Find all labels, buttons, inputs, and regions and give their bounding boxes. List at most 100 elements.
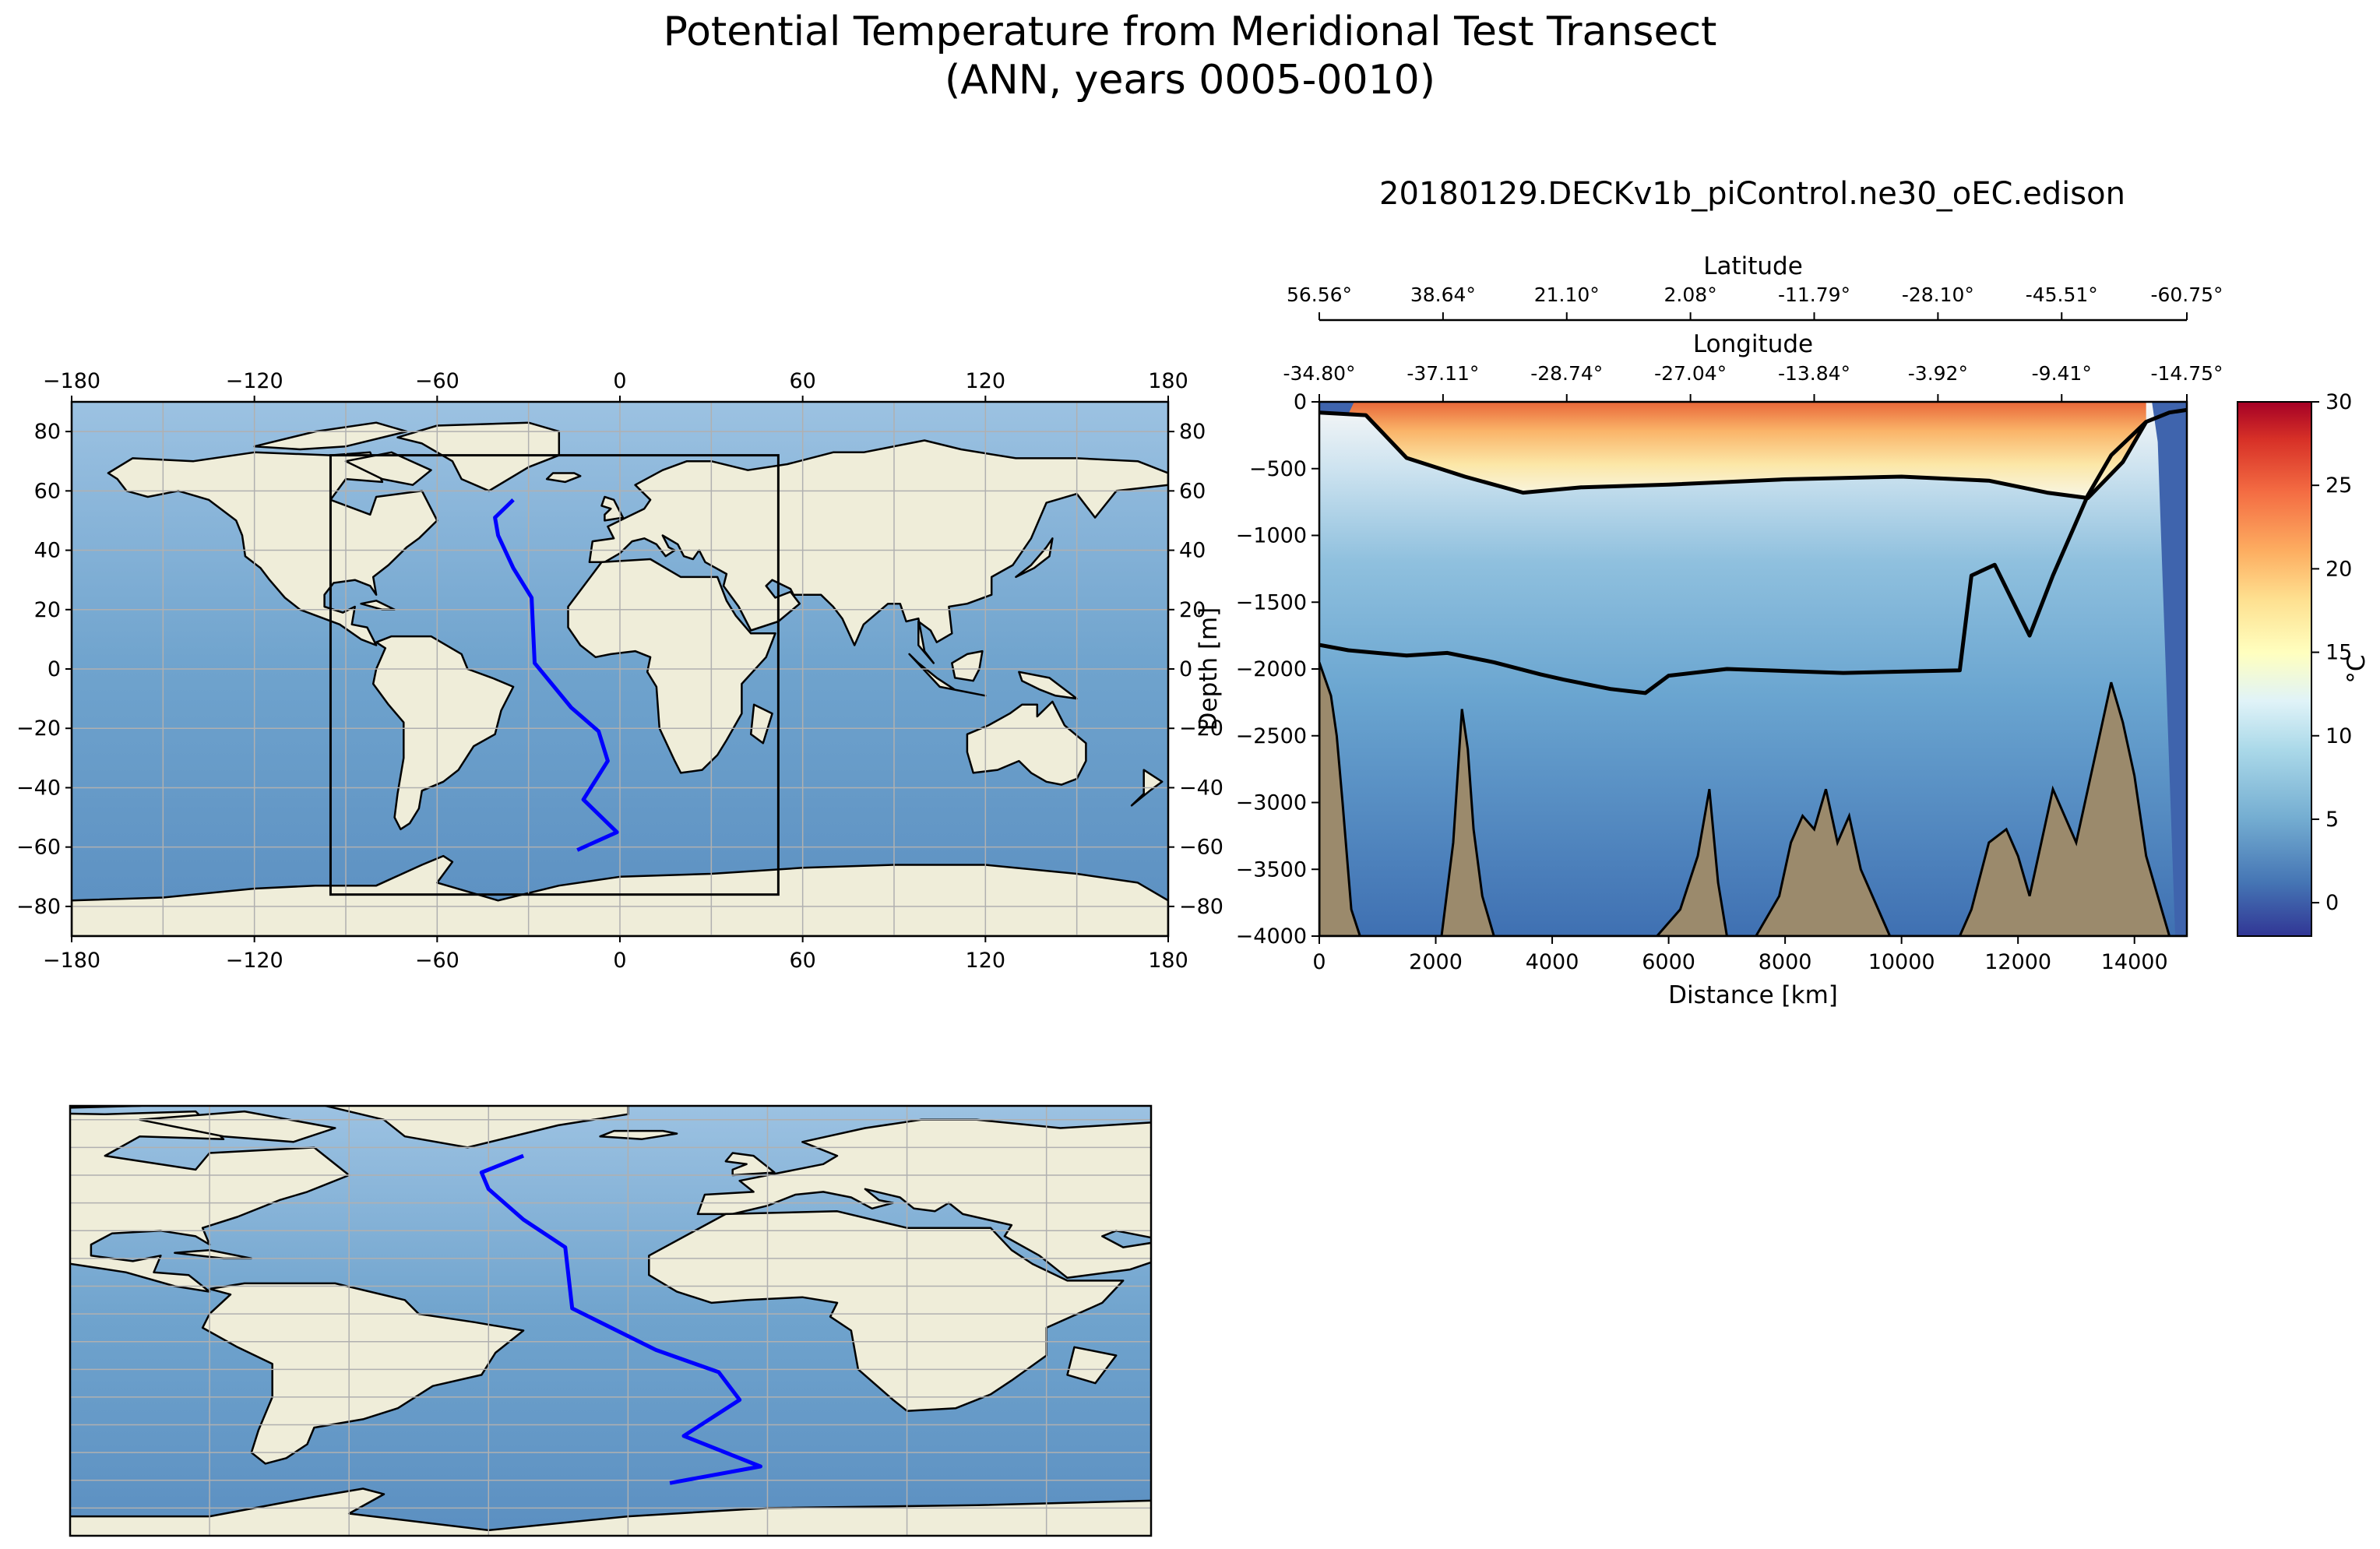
- land-japan: [1015, 537, 1054, 579]
- figure-title: Potential Temperature from Meridional Te…: [0, 8, 2380, 104]
- land-iceland: [599, 1129, 678, 1140]
- land-uk: [724, 1152, 776, 1177]
- colorbar-tick-label: 10: [2325, 724, 2352, 748]
- land-indonesia: [908, 653, 987, 697]
- global-map: −180 −180 −120 −120 −60 −60 0 0 60 60 120 120 180 180…: [16, 369, 1223, 973]
- map-lat-tick-left: −40: [16, 776, 61, 800]
- figure-title-line2: (ANN, years 0005-0010): [944, 57, 1436, 104]
- map-lat-tick-left: 80: [34, 420, 61, 444]
- contour-5: [1319, 407, 2187, 695]
- colorbar-tick-label: 30: [2325, 390, 2352, 414]
- section-x-tick-label: 8000: [1759, 950, 1812, 974]
- section-ylabel: Depth [m]: [1195, 607, 1223, 731]
- map-lon-tick-top: −120: [226, 369, 283, 393]
- land-greenland: [322, 1106, 629, 1149]
- section-warm-layer: [1319, 402, 2146, 498]
- transect-section-plot: 20180129.DECKv1b_piControl.ne30_oEC.edis…: [1195, 176, 2371, 1009]
- section-cold-surface-left: [1319, 402, 1354, 414]
- colorbar-tick-label: 5: [2325, 808, 2339, 832]
- latitude-tick-label: -11.79°: [1778, 283, 1850, 306]
- colorbar-tick-label: 15: [2325, 641, 2352, 665]
- land-baffin: [344, 451, 432, 486]
- section-y-tick-label: −4000: [1236, 924, 1307, 949]
- map-lon-tick-bottom: −60: [415, 949, 459, 973]
- longitude-tick-label: -13.84°: [1778, 362, 1850, 385]
- colorbar-label: °C: [2343, 654, 2371, 683]
- map-lat-tick-right: 80: [1179, 420, 1206, 444]
- map-lon-tick-bottom: −120: [226, 949, 283, 973]
- section-y-tick-label: −1000: [1236, 524, 1307, 548]
- section-x-tick-label: 14000: [2101, 950, 2168, 974]
- section-x-tick-label: 0: [1312, 950, 1326, 974]
- map1-transect-line: [493, 498, 619, 852]
- map2-frame: [69, 1104, 1153, 1537]
- longitude-tick-label: -27.04°: [1654, 362, 1727, 385]
- land-australia: [1562, 1344, 1834, 1422]
- section-xlabel: Distance [km]: [1668, 981, 1838, 1009]
- section-x-tick-label: 12000: [1984, 950, 2051, 974]
- map-lat-tick-left: 60: [34, 479, 61, 503]
- latitude-tick-label: -28.10°: [1902, 283, 1974, 306]
- section-x-tick-label: 10000: [1868, 950, 1935, 974]
- land-australia: [966, 700, 1087, 786]
- map2-transect-line: [479, 1153, 762, 1485]
- map-lat-tick-right: −40: [1179, 776, 1223, 800]
- map-lat-tick-right: −20: [1179, 716, 1223, 741]
- map-lon-tick-top: 180: [1148, 369, 1188, 393]
- section-x-tick-label: 2000: [1409, 950, 1463, 974]
- map-lat-tick-right: −60: [1179, 836, 1223, 860]
- latitude-tick-label: 21.10°: [1534, 283, 1600, 306]
- map-lon-tick-bottom: 180: [1148, 949, 1188, 973]
- latitude-tick-label: 56.56°: [1287, 283, 1352, 306]
- map-lat-tick-left: −20: [16, 716, 61, 741]
- regional-map: [69, 1104, 2009, 1537]
- latitude-tick-label: -45.51°: [2026, 283, 2098, 306]
- map2-gridlines: [70, 1106, 1151, 1536]
- map-lat-tick-right: 40: [1179, 539, 1206, 563]
- map-lon-tick-top: 120: [966, 369, 1006, 393]
- colorbar-tick-label: 20: [2325, 557, 2352, 581]
- map-lon-tick-bottom: −180: [43, 949, 100, 973]
- section-y-tick-label: 0: [1294, 390, 1307, 414]
- land-uk: [600, 495, 625, 522]
- longitude-tick-label: -28.74°: [1530, 362, 1603, 385]
- section-title: 20180129.DECKv1b_piControl.ne30_oEC.edis…: [1379, 176, 2125, 212]
- land-new-guinea: [1681, 1317, 1814, 1342]
- longitude-tick-label: -9.41°: [2032, 362, 2092, 385]
- longitude-tick-label: -3.92°: [1908, 362, 1968, 385]
- map-lon-tick-top: 0: [613, 369, 626, 393]
- latitude-tick-label: -60.75°: [2150, 283, 2223, 306]
- section-y-tick-label: −3500: [1236, 857, 1307, 882]
- section-y-tick-label: −500: [1249, 457, 1307, 481]
- map-lon-tick-top: −60: [415, 369, 459, 393]
- map-lon-tick-bottom: 0: [613, 949, 626, 973]
- map-lat-tick-left: −60: [16, 836, 61, 860]
- map-lat-tick-left: 40: [34, 539, 61, 563]
- latitude-tick-label: 2.08°: [1664, 283, 1717, 306]
- section-x-tick-label: 4000: [1526, 950, 1579, 974]
- map-lat-tick-right: −80: [1179, 895, 1223, 919]
- land-antarctica: [70, 1487, 1151, 1536]
- map1-tick-labels: −180 −180 −120 −120 −60 −60 0 0 60 60 120 120 180 180…: [16, 369, 1223, 973]
- longitude-tick-label: -37.11°: [1407, 362, 1479, 385]
- map-lat-tick-left: 20: [34, 598, 61, 622]
- land-madagascar: [749, 703, 773, 745]
- longitude-axis-label: Longitude: [1693, 330, 1813, 358]
- section-y-tick-label: −2000: [1236, 657, 1307, 681]
- map-lon-tick-top: 60: [789, 369, 815, 393]
- section-x-tick-label: 6000: [1642, 950, 1695, 974]
- colorbar-ticks: 0 5 10 15 20 25 30: [2311, 390, 2352, 915]
- colorbar-tick-label: 25: [2325, 474, 2352, 498]
- section-y-tick-label: −3000: [1236, 791, 1307, 815]
- section-seafloor: [1319, 661, 2187, 936]
- map-lat-tick-left: 0: [48, 657, 61, 681]
- latitude-axis-label: Latitude: [1703, 252, 1803, 280]
- figure-title-line1: Potential Temperature from Meridional Te…: [663, 9, 1717, 55]
- section-y-tick-label: −2500: [1236, 724, 1307, 748]
- land-new-zealand: [1939, 1408, 2009, 1442]
- map1-gridlines: [72, 402, 1168, 936]
- map-lat-tick-right: 0: [1179, 657, 1192, 681]
- latitude-tick-label: 38.64°: [1410, 283, 1476, 306]
- longitude-tick-label: -14.75°: [2150, 362, 2223, 385]
